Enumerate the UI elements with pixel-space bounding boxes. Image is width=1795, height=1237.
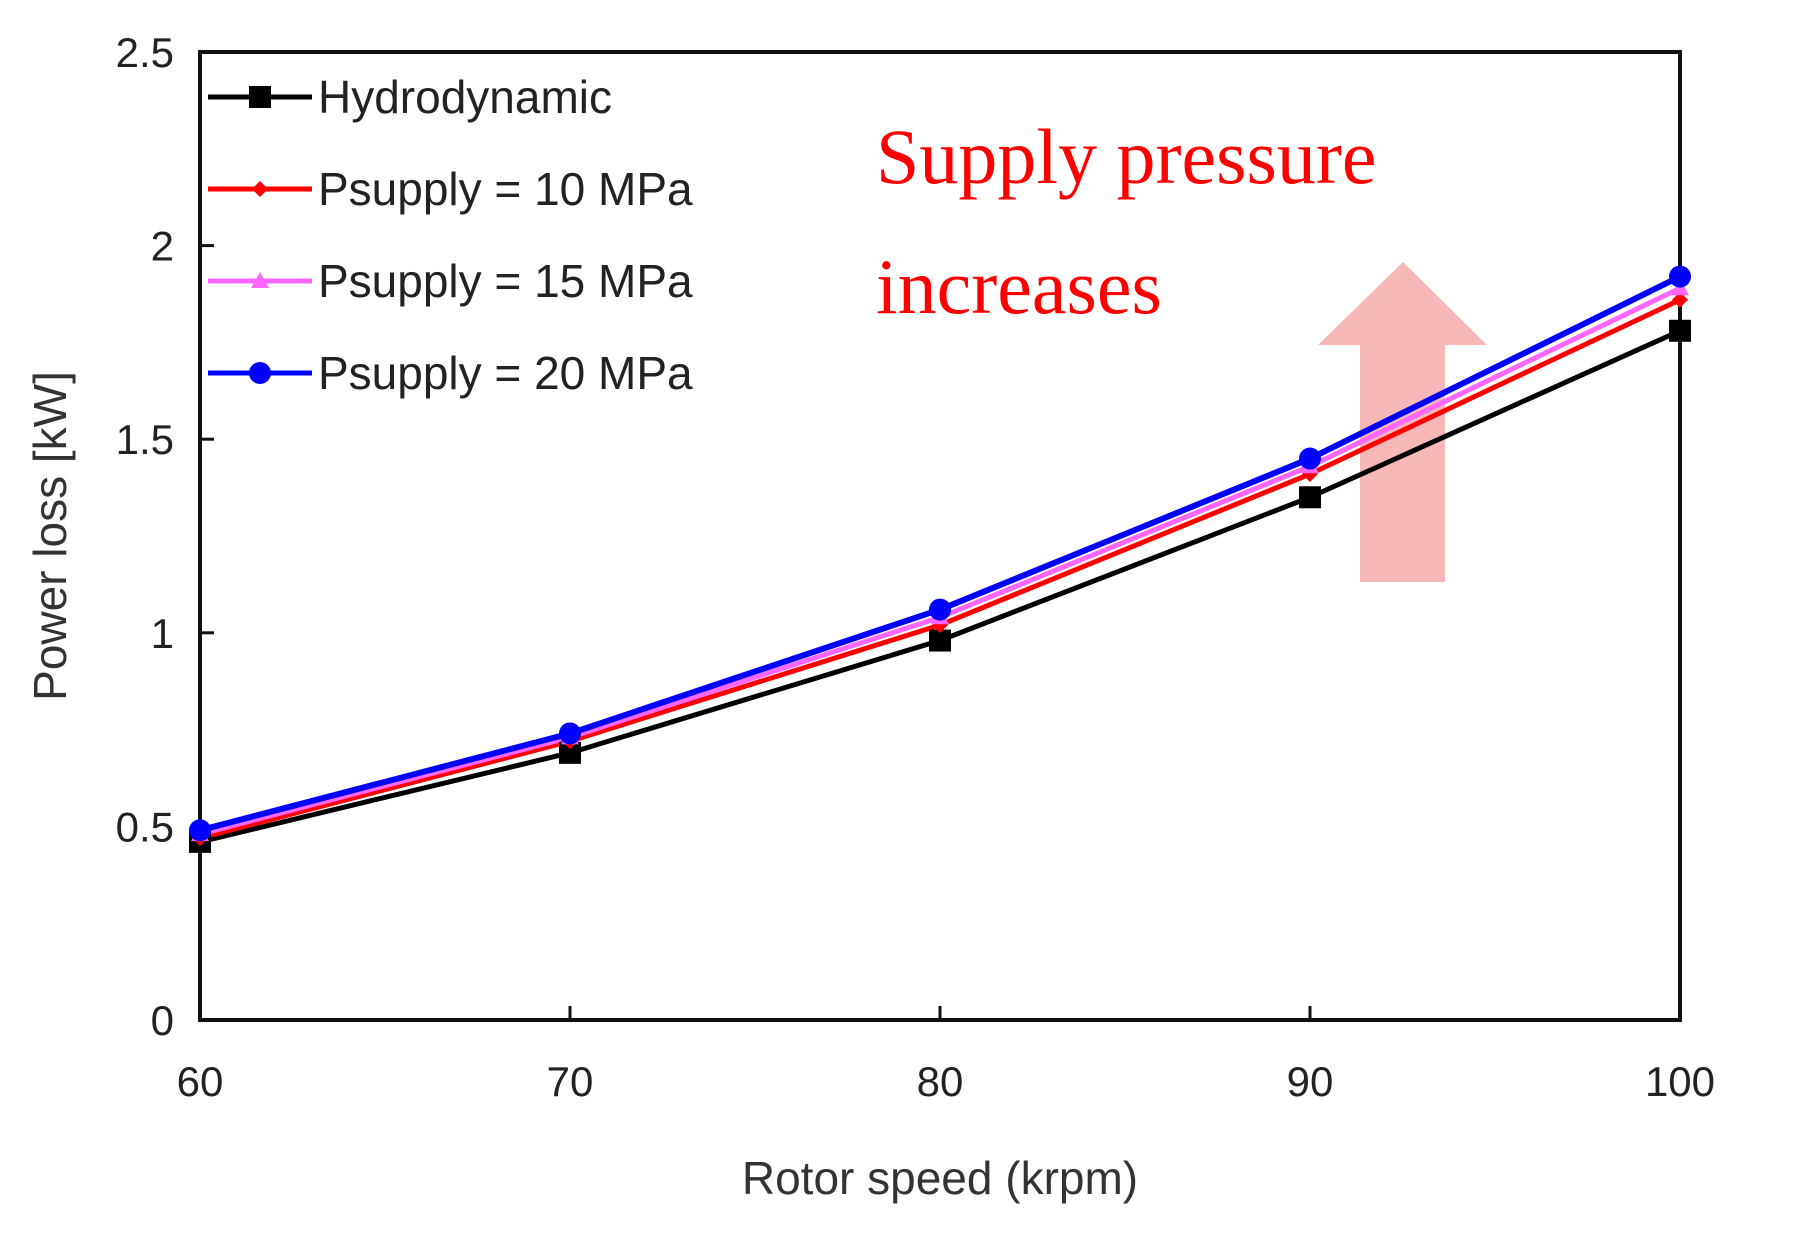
- y-tick-label: 1: [151, 610, 174, 657]
- series-line-0: [199, 328, 1682, 845]
- legend-swatch-marker: [249, 362, 271, 384]
- x-tick-label: 70: [547, 1058, 594, 1105]
- series-3-point: [929, 598, 951, 621]
- annotation-line-2: increases: [876, 243, 1162, 330]
- y-tick-label: 0: [151, 997, 174, 1044]
- x-tick-label: 90: [1287, 1058, 1334, 1105]
- legend-label: Psupply = 10 MPa: [318, 163, 693, 215]
- legend-label: Hydrodynamic: [318, 71, 612, 123]
- series-0-point: [929, 629, 951, 652]
- y-tick-label: 2.5: [116, 29, 174, 76]
- y-axis-title: Power loss [kW]: [24, 371, 76, 701]
- y-tick-label: 0.5: [116, 803, 174, 850]
- legend-label: Psupply = 20 MPa: [318, 347, 693, 399]
- x-axis-title: Rotor speed (krpm): [742, 1152, 1138, 1204]
- series-0-point: [559, 741, 581, 764]
- legend-swatch-marker: [249, 86, 271, 108]
- y-tick-label: 1.5: [116, 416, 174, 463]
- series-3-point: [189, 819, 211, 842]
- series-1-point: [1672, 291, 1688, 308]
- x-tick-label: 100: [1645, 1058, 1715, 1105]
- legend-swatch-marker: [252, 181, 268, 197]
- series-0-point: [1299, 486, 1321, 509]
- x-axis-ticks: 60 70 80 90 100: [177, 1006, 1715, 1105]
- series-markers: [189, 265, 1691, 853]
- series-3-point: [1669, 265, 1691, 288]
- x-tick-label: 80: [917, 1058, 964, 1105]
- legend: Hydrodynamic Psupply = 10 MPa Psupply = 15…: [208, 71, 693, 399]
- y-axis-ticks: 0 0.5 1 1.5 2 2.5: [116, 29, 214, 1044]
- series-3-point: [1299, 447, 1321, 470]
- series-3-point: [559, 722, 581, 745]
- series-0-point: [1669, 319, 1691, 342]
- legend-swatch-marker: [251, 272, 269, 288]
- y-tick-label: 2: [151, 223, 174, 270]
- annotation-line-1: Supply pressure: [876, 113, 1376, 200]
- x-tick-label: 60: [177, 1058, 224, 1105]
- legend-label: Psupply = 15 MPa: [318, 255, 693, 307]
